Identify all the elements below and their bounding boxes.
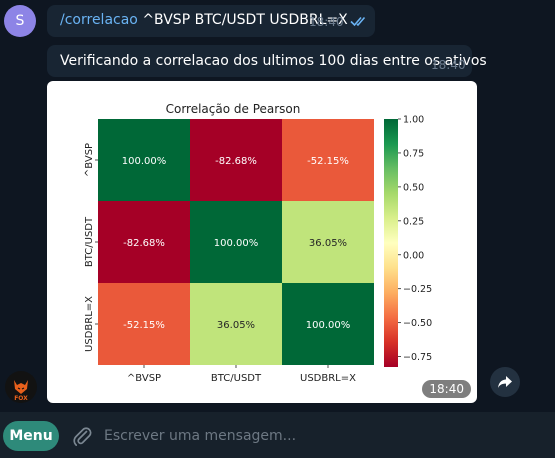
correlation-heatmap: Correlação de Pearson 100.00% -82.68% -52.… — [84, 102, 432, 384]
info-message: Verificando a correlacao dos ultimos 100… — [47, 45, 487, 77]
message-time: 18:40 — [431, 58, 466, 72]
colorbar-tick-label: −0.50 — [403, 318, 432, 329]
column-label: USDBRL=X — [300, 373, 356, 384]
share-arrow-icon — [498, 376, 512, 388]
info-text: Verificando a correlacao dos ultimos 100… — [60, 53, 487, 69]
column-label: BTC/USDT — [211, 373, 262, 384]
row-label: BTC/USDT — [84, 216, 95, 267]
cell-value-label: 100.00% — [122, 156, 167, 167]
command-args: ^BVSP BTC/USDT USDBRL=X — [137, 12, 348, 28]
fox-logo-icon: FOX — [14, 380, 28, 402]
double-check-icon — [350, 16, 366, 27]
row-label: ^BVSP — [84, 143, 95, 177]
colorbar-tick-label: −0.75 — [403, 352, 432, 363]
chart-title: Correlação de Pearson — [166, 102, 301, 116]
cell-value-label: -52.15% — [123, 320, 165, 331]
heatmap-cell — [98, 119, 190, 201]
menu-button[interactable]: Menu — [3, 421, 59, 451]
column-label: ^BVSP — [127, 373, 161, 384]
image-time: 18:40 — [422, 380, 471, 398]
colorbar-tick-label: 0.00 — [403, 250, 424, 261]
command-link[interactable]: /correlacao — [60, 12, 138, 28]
chart-image[interactable]: Correlação de Pearson 100.00% -82.68% -52.… — [47, 81, 477, 403]
colorbar-tick-label: 0.25 — [403, 216, 424, 227]
cell-value-label: 36.05% — [309, 238, 347, 249]
composer-bar: Menu — [0, 412, 555, 458]
bot-avatar[interactable]: FOX — [5, 371, 37, 403]
cell-value-label: 36.05% — [217, 320, 255, 331]
user-initial: S — [15, 13, 25, 29]
cell-value-label: 100.00% — [306, 320, 351, 331]
bot-logo-text: FOX — [14, 395, 28, 402]
command-message: /correlacao ^BVSP BTC/USDT USDBRL=X 18:4… — [47, 5, 375, 37]
user-avatar[interactable]: S — [4, 5, 36, 37]
colorbar-tick-label: 1.00 — [403, 115, 424, 126]
heatmap-cell — [282, 119, 374, 201]
heatmap-cell — [282, 201, 374, 283]
cell-value-label: -52.15% — [307, 156, 349, 167]
cell-value-label: -82.68% — [123, 238, 165, 249]
heatmap-cell — [190, 119, 282, 201]
colorbar-tick-label: 0.75 — [403, 148, 424, 159]
cell-value-label: 100.00% — [214, 238, 259, 249]
heatmap-cell — [98, 283, 190, 365]
message-input[interactable] — [104, 424, 544, 448]
colorbar-tick-label: 0.50 — [403, 182, 424, 193]
heatmap-cell — [190, 283, 282, 365]
heatmap-cell — [98, 201, 190, 283]
heatmap-cell — [190, 201, 282, 283]
colorbar — [384, 119, 398, 367]
heatmap-cell — [282, 283, 374, 365]
message-time: 18:40 — [309, 15, 344, 29]
row-label: USDBRL=X — [84, 296, 95, 352]
paperclip-icon[interactable] — [71, 425, 93, 447]
colorbar-tick-label: −0.25 — [403, 284, 432, 295]
forward-button[interactable] — [490, 367, 520, 397]
command-text: /correlacao ^BVSP BTC/USDT USDBRL=X — [60, 12, 348, 28]
cell-value-label: -82.68% — [215, 156, 257, 167]
